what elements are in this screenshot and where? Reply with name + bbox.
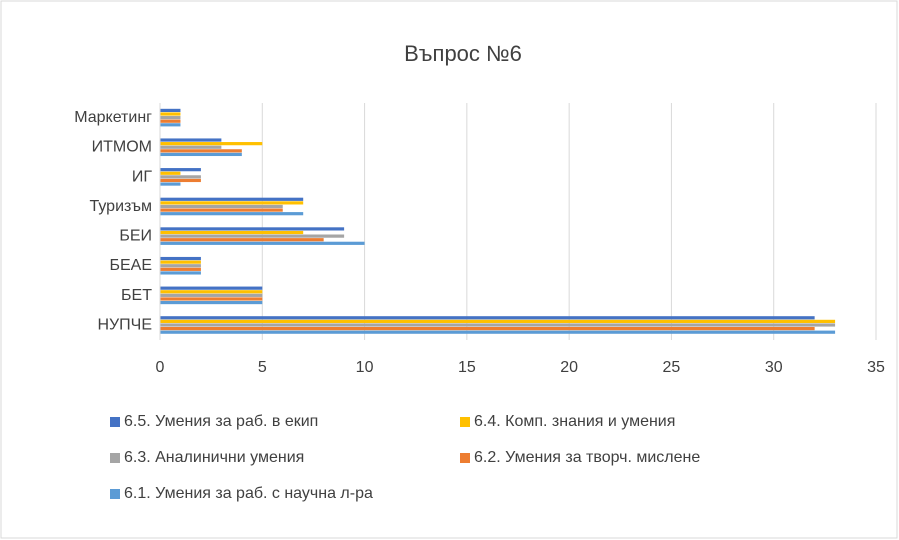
bar (160, 293, 263, 297)
bar (160, 168, 201, 172)
bar (160, 260, 201, 264)
bar (160, 171, 181, 175)
x-tick-label: 10 (356, 359, 374, 376)
bar (160, 145, 222, 149)
bar (160, 108, 181, 113)
legend-swatch (110, 417, 120, 427)
x-tick-label: 35 (867, 359, 885, 376)
y-tick-label: Туризъм (89, 198, 152, 215)
x-tick-label: 30 (765, 359, 783, 376)
legend-label: 6.4. Комп. знания и умения (474, 413, 675, 430)
chart-title: Въпрос №6 (404, 41, 522, 66)
bar (160, 123, 181, 127)
bar (160, 286, 263, 290)
legend-label: 6.5. Умения за раб. в екип (124, 413, 318, 430)
bar (160, 264, 201, 268)
legend-swatch (460, 417, 470, 427)
y-tick-label: Маркетинг (74, 109, 152, 126)
y-tick-label: ИГ (132, 168, 153, 185)
bar (160, 152, 242, 157)
y-tick-label: БЕАЕ (109, 257, 152, 274)
bar (160, 230, 304, 235)
bar (160, 149, 242, 153)
bar (160, 116, 181, 120)
bar (160, 319, 836, 323)
legend-swatch (460, 453, 470, 463)
bar (160, 112, 181, 116)
bar (160, 238, 324, 242)
bar (160, 234, 345, 238)
y-tick-label: НУПЧЕ (97, 316, 152, 333)
bar (160, 256, 201, 261)
bar (160, 197, 304, 201)
bar (160, 316, 815, 320)
bar (160, 208, 283, 212)
bar (160, 178, 201, 183)
y-tick-label: БЕТ (121, 287, 152, 304)
bar (160, 300, 263, 305)
bar (160, 330, 836, 334)
x-tick-label: 20 (560, 359, 578, 376)
x-tick-label: 25 (663, 359, 681, 376)
y-tick-label: ИТМОМ (92, 139, 152, 156)
bar (160, 175, 201, 179)
legend-label: 6.2. Умения за творч. мислене (474, 449, 700, 466)
legend-swatch (110, 489, 120, 499)
legend-swatch (110, 453, 120, 463)
x-tick-label: 5 (258, 359, 267, 376)
legend-label: 6.1. Умения за раб. с научна л-ра (124, 485, 373, 502)
bar (160, 227, 345, 231)
bar (160, 142, 263, 146)
x-tick-label: 0 (156, 359, 165, 376)
bar (160, 323, 836, 327)
bar (160, 297, 263, 301)
bar (160, 212, 304, 216)
bar (160, 119, 181, 123)
bar (160, 290, 263, 294)
bar (160, 138, 222, 142)
bar (160, 182, 181, 186)
x-tick-label: 15 (458, 359, 476, 376)
bar (160, 204, 283, 209)
legend-label: 6.3. Аналинични умения (124, 449, 304, 466)
bar (160, 201, 304, 205)
bar (160, 326, 815, 331)
y-tick-label: БЕИ (119, 228, 152, 245)
bar (160, 267, 201, 271)
bar (160, 271, 201, 275)
bar (160, 241, 365, 245)
